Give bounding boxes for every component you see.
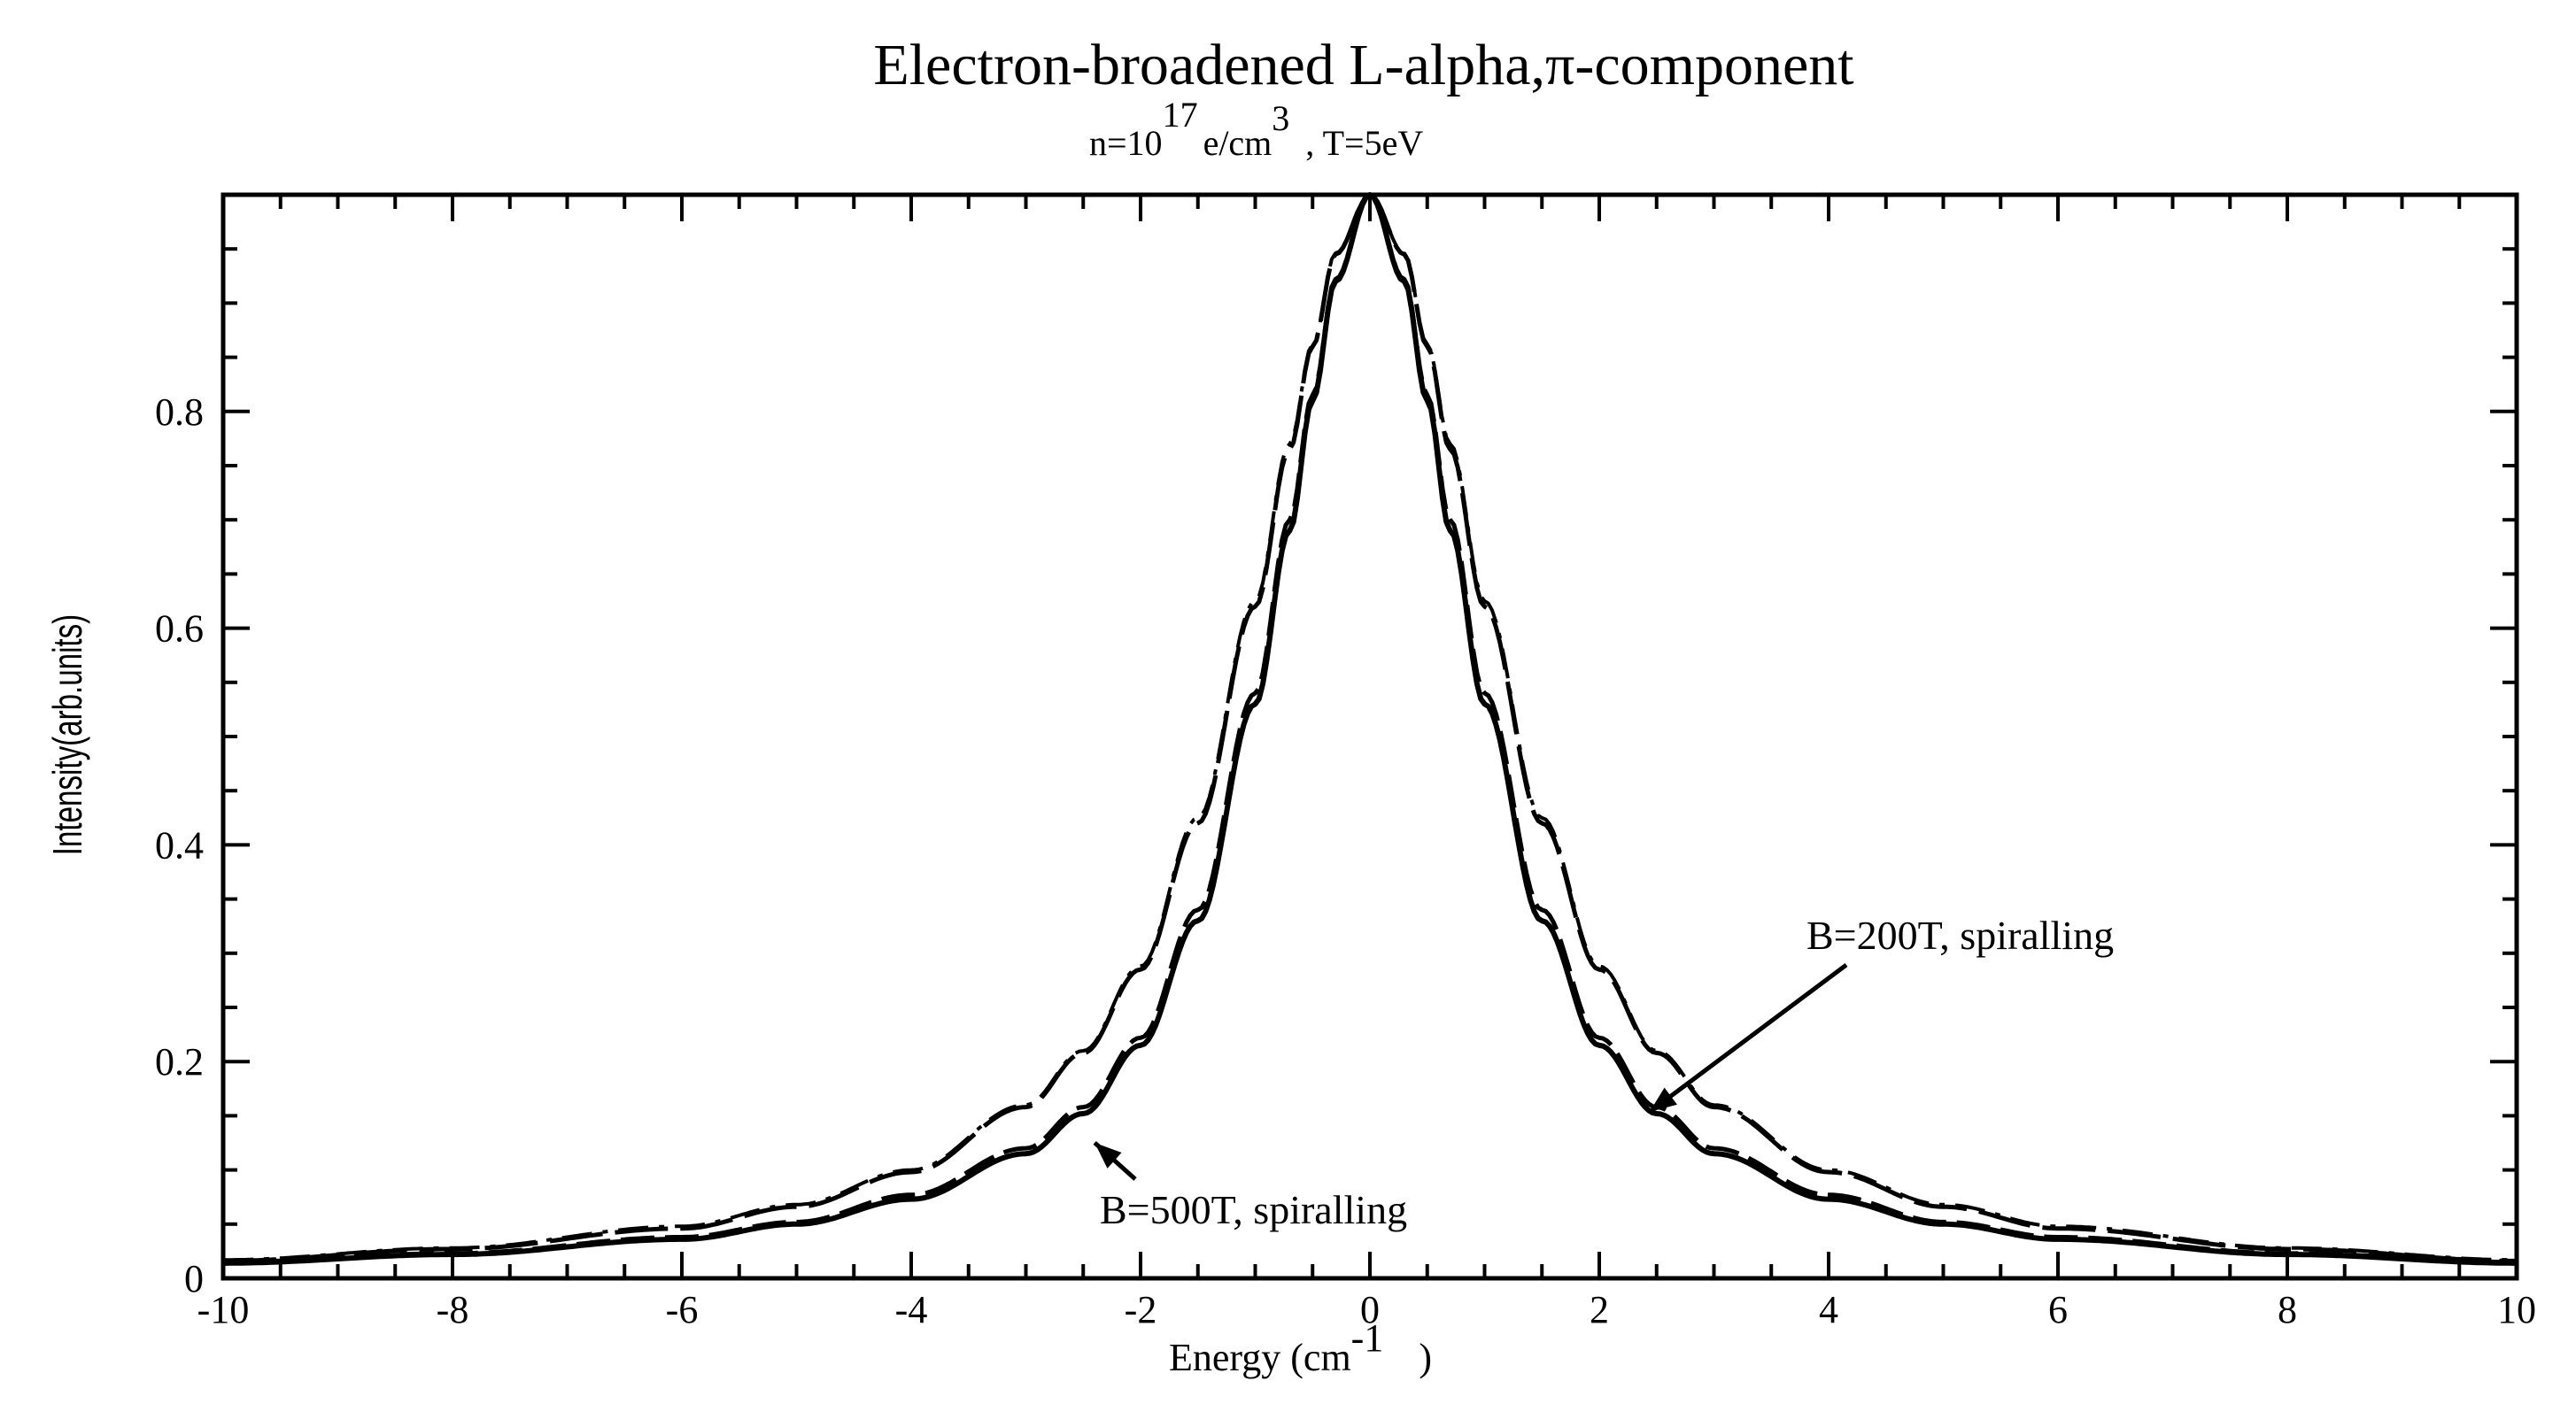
x-tick-label: -2 — [1125, 1288, 1157, 1331]
x-tick-label: 2 — [1590, 1288, 1609, 1331]
y-tick-label: 0.6 — [155, 607, 204, 651]
x-tick-label: -6 — [666, 1288, 699, 1331]
subtitle-unit-exponent: 3 — [1272, 98, 1289, 138]
x-tick-label: -4 — [895, 1288, 928, 1331]
series-group — [223, 192, 2517, 1266]
x-tick-label: 8 — [2278, 1288, 2297, 1331]
arrow-b200-head — [1649, 1087, 1677, 1113]
subtitle-unit: e/cm — [1203, 123, 1273, 163]
y-tick-label: 0 — [184, 1257, 204, 1300]
x-tick-label: 4 — [1819, 1288, 1838, 1331]
x-tick-labels: -10 -8 -6 -4 -2 0 2 4 6 8 10 — [197, 1288, 2536, 1331]
y-tick-label: 0.2 — [155, 1040, 204, 1084]
xlabel-close: ) — [1419, 1336, 1432, 1379]
annotation-b200: B=200T, spiralling — [1806, 913, 2114, 958]
annotation-b500: B=500T, spiralling — [1100, 1187, 1407, 1232]
subtitle-prefix: n=10 — [1089, 123, 1163, 163]
series-line-4 — [223, 193, 2517, 1262]
series-line-3 — [223, 192, 2517, 1263]
series-line-1 — [223, 192, 2517, 1266]
chart-subtitle: n=1017e/cm3 , T=5eV — [1089, 95, 1423, 163]
plot-frame — [220, 192, 2519, 1281]
x-tick-label: -8 — [437, 1288, 469, 1331]
x-tick-label: 0 — [1360, 1288, 1380, 1331]
y-tick-label: 0.8 — [155, 390, 204, 434]
subtitle-exponent: 17 — [1163, 95, 1198, 135]
arrow-b200 — [1648, 962, 1848, 1115]
axis-ticks — [221, 193, 2518, 1280]
arrow-b500-head — [1095, 1142, 1122, 1169]
y-tick-label: 0.4 — [155, 823, 204, 867]
annotation-arrows — [1093, 962, 1848, 1181]
xlabel-exponent: -1 — [1351, 1316, 1384, 1360]
x-axis-label: Energy (cm-1) — [1169, 1316, 1432, 1379]
subtitle-suffix: , T=5eV — [1305, 123, 1423, 163]
x-tick-label: 6 — [2048, 1288, 2068, 1331]
x-tick-label: 10 — [2497, 1288, 2536, 1331]
x-tick-label: -10 — [197, 1288, 250, 1331]
series-line-2 — [223, 192, 2517, 1265]
chart-title: Electron-broadened L-alpha,π-component — [873, 33, 1853, 97]
y-axis-label: Intensity(arb.units) — [46, 614, 90, 855]
xlabel-text: Energy (cm — [1169, 1336, 1351, 1379]
y-tick-labels: 0 0.2 0.4 0.6 0.8 — [155, 390, 204, 1300]
